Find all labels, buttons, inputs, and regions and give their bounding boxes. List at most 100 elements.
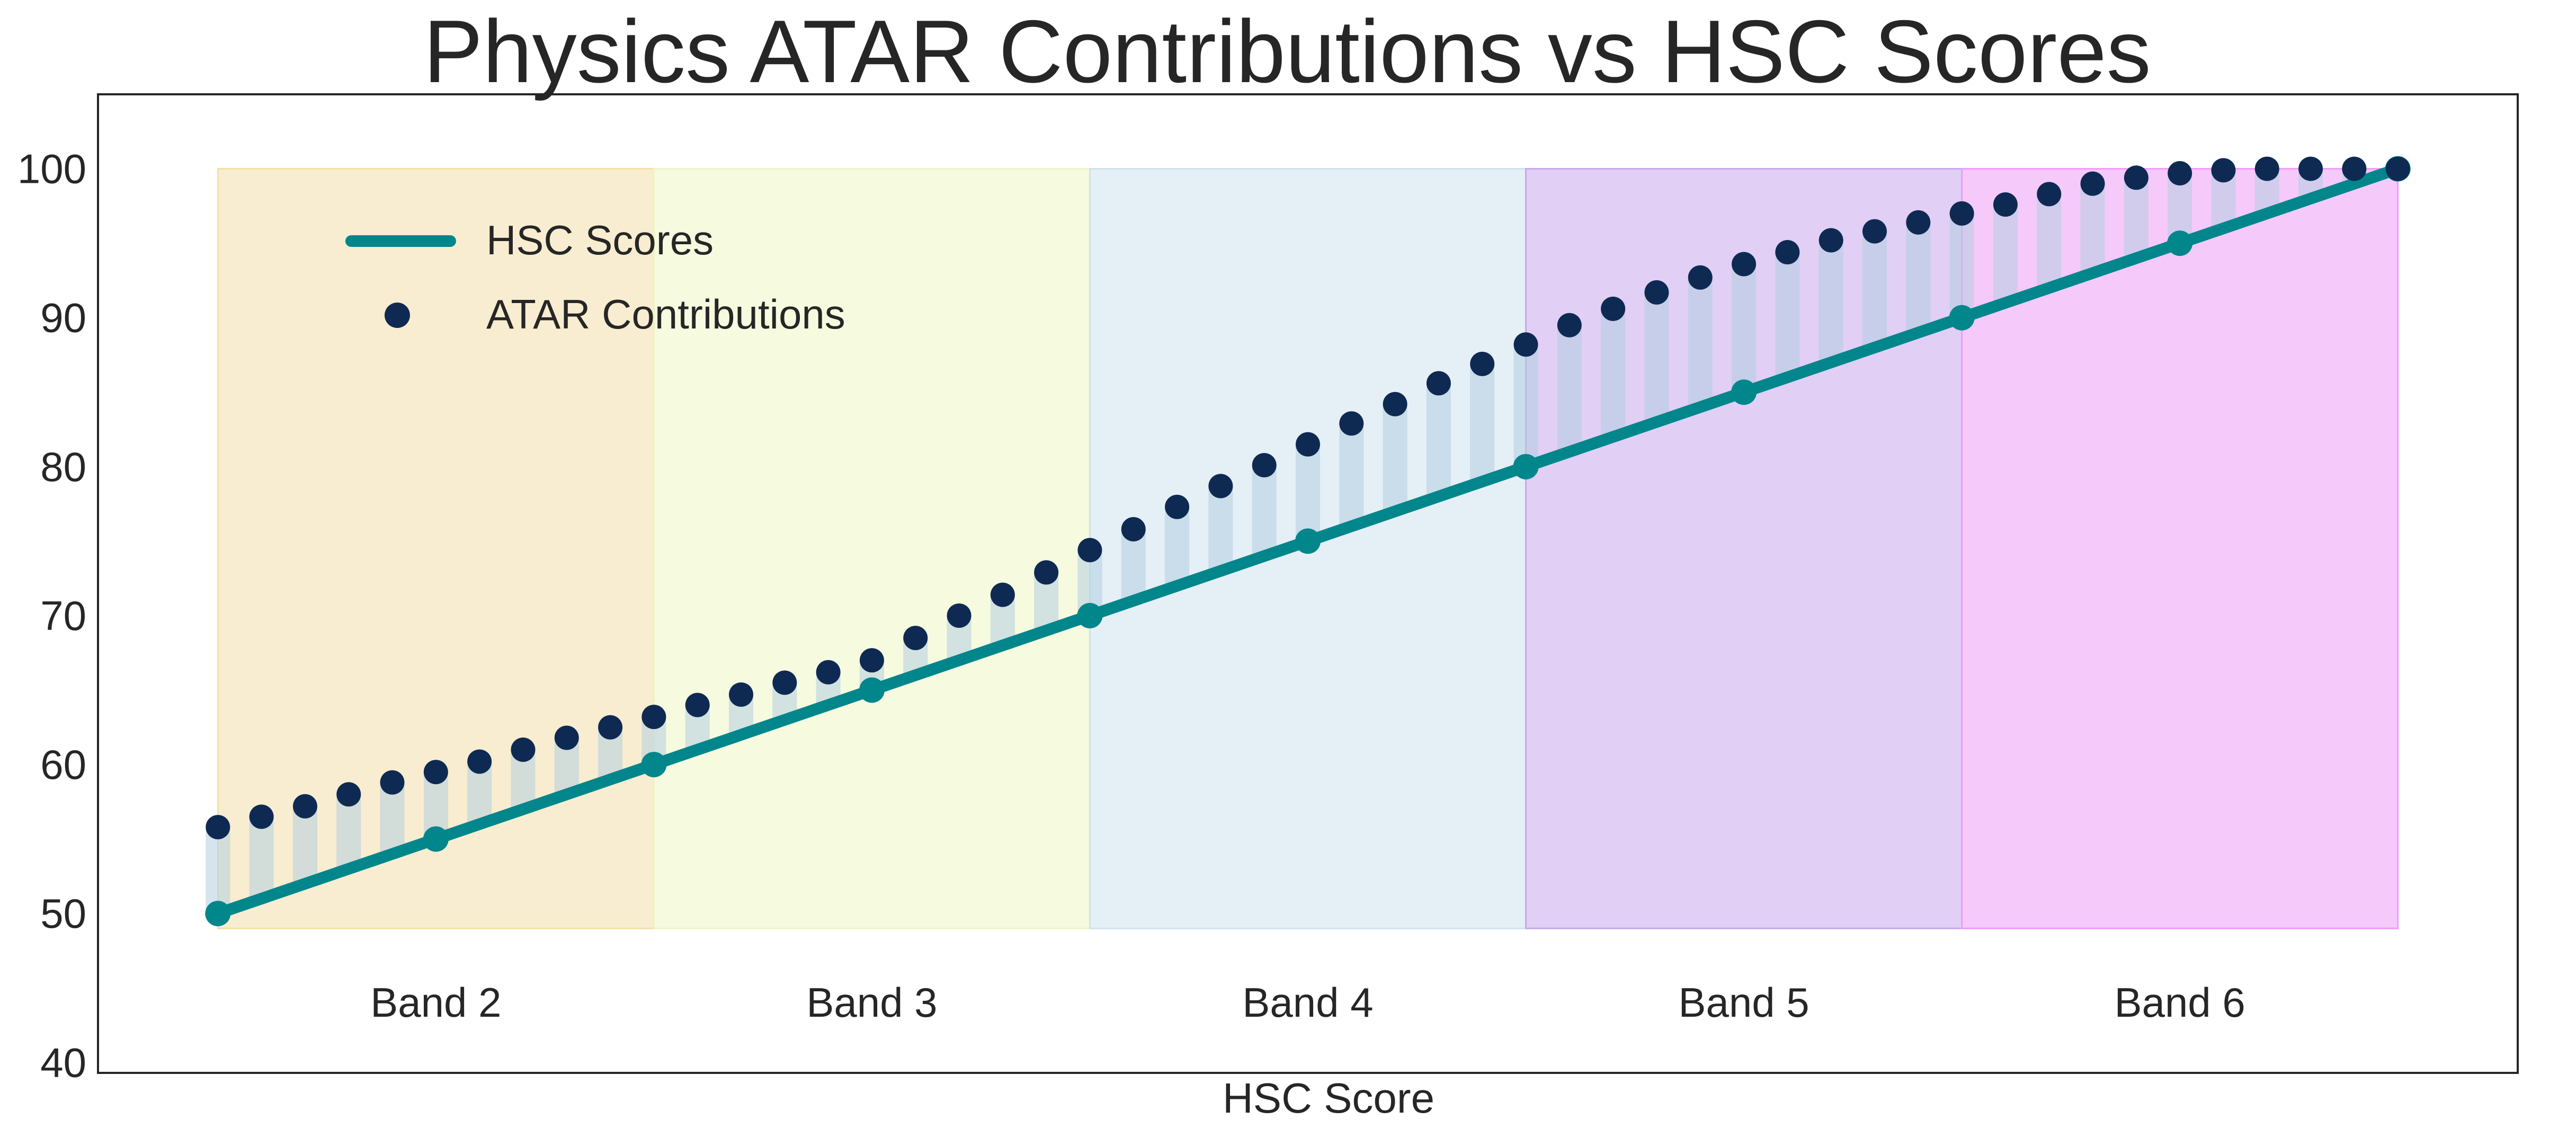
atar-point [2037,182,2062,207]
atar-point [598,715,623,740]
band-label-6: Band 6 [2115,979,2245,1026]
atar-point [206,815,230,840]
chart-title: Physics ATAR Contributions vs HSC Scores [423,2,2151,101]
atar-series [206,156,2410,840]
atar-point [1034,560,1059,585]
atar-stem [1557,325,1582,452]
atar-point [2168,161,2192,185]
atar-point [903,626,928,651]
atar-point [423,760,448,785]
atar-point [2342,156,2367,181]
atar-point [1208,474,1233,499]
atar-point [641,705,666,730]
atar-point [1426,371,1451,396]
atar-point [336,782,361,807]
hsc-point [1731,379,1757,405]
atar-stem [2124,177,2149,259]
hsc-point [1513,454,1539,479]
atar-point [1993,192,2018,217]
band-label-2: Band 2 [370,979,501,1026]
atar-point [1906,210,1931,235]
atar-point [1819,228,1843,253]
legend-atar-label: ATAR Contributions [486,291,845,337]
legend: HSC Scores ATAR Contributions [345,217,845,337]
hsc-point [641,752,667,778]
y-tick-label-70: 70 [40,592,86,639]
atar-stem [1775,252,1800,378]
y-tick-label-90: 90 [40,295,86,341]
hsc-point [1077,602,1103,628]
atar-stem [249,816,274,899]
atar-stem [2037,194,2062,288]
atar-point [1862,219,1887,244]
atar-stems [206,168,2367,914]
atar-point [1077,538,1102,563]
band-regions [217,168,2399,929]
band-labels: Band 2 Band 3 Band 4 Band 5 Band 6 [370,979,2245,1026]
atar-point [2124,165,2149,190]
y-tick-label-80: 80 [40,443,86,490]
legend-atar-marker-swatch [385,303,410,328]
hsc-series [205,156,2411,927]
hsc-point [1295,528,1321,554]
hsc-point [859,677,885,703]
atar-stem [336,794,361,869]
y-tick-label-50: 50 [40,890,86,937]
atar-stem [292,806,318,884]
y-axis-ticks: 40 50 60 70 80 90 100 [17,146,86,1086]
atar-point [816,660,841,685]
atar-point [1949,201,1974,226]
hsc-point [423,826,449,852]
y-tick-label-100: 100 [17,146,86,192]
atar-point [380,770,405,795]
atar-point [2211,158,2236,183]
atar-point [1688,265,1713,290]
atar-point [2254,156,2279,181]
band-region-6 [1961,168,2399,929]
atar-point [685,692,710,717]
atar-stem [1819,240,1843,363]
atar-stem [1513,344,1538,467]
atar-stem [1165,507,1190,586]
atar-stem [1993,205,2018,303]
band-label-3: Band 3 [806,979,937,1026]
hsc-point [1949,305,1975,331]
atar-stem [1339,423,1364,527]
atar-point [2385,156,2410,181]
atar-point [1557,313,1582,337]
atar-point [1296,432,1320,457]
atar-point [2080,171,2105,196]
atar-point [1121,517,1146,541]
atar-stem [1862,231,1887,348]
atar-point [292,794,317,819]
atar-point [772,670,797,695]
y-tick-label-60: 60 [40,741,86,788]
atar-point [859,648,884,673]
y-tick-label-40: 40 [40,1039,86,1086]
atar-point [2298,156,2323,181]
atar-stem [1688,277,1713,407]
hsc-point [205,901,231,927]
atar-stem [206,827,230,914]
atar-stem [1949,213,1974,318]
atar-stem [1252,465,1277,556]
atar-point [1513,332,1538,357]
atar-point [1732,252,1757,277]
atar-stem [1383,404,1407,512]
atar-stem [1426,383,1451,497]
atar-point [511,737,536,762]
x-axis-label: HSC Score [1223,1074,1434,1122]
atar-point [729,682,754,707]
atar-point [554,725,579,750]
atar-stem [1906,222,1931,333]
atar-point [1383,392,1407,416]
atar-point [1775,239,1800,264]
atar-stem [1644,292,1669,422]
atar-point [1644,280,1669,305]
atar-stem [1208,486,1233,571]
plot-frame [97,93,2519,1074]
atar-point [1165,494,1190,519]
band-label-5: Band 5 [1678,979,1809,1026]
atar-stem [1601,308,1626,437]
